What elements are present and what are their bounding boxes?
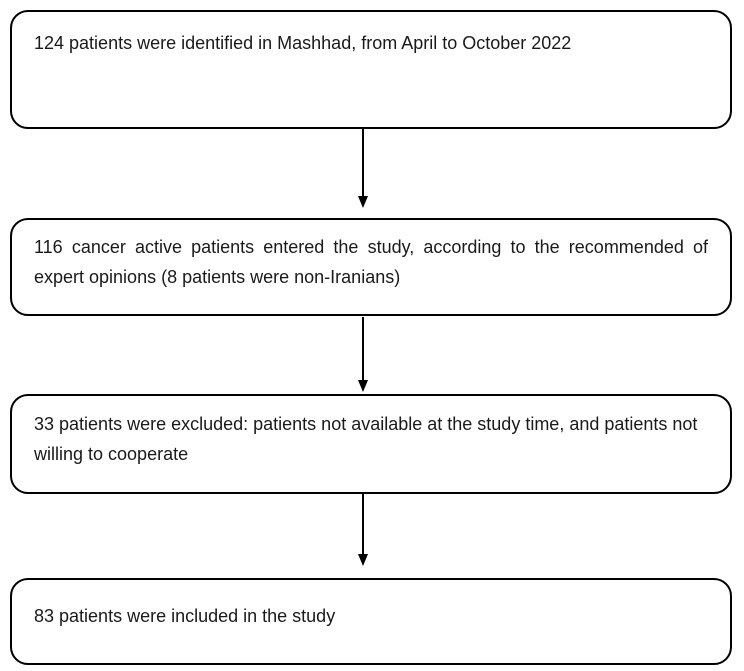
flow-box-patients-excluded: 33 patients were excluded: patients not … — [10, 394, 732, 494]
arrow-head — [358, 196, 368, 208]
arrow-shaft — [362, 317, 364, 380]
arrow-shaft — [362, 129, 364, 196]
arrow-head — [358, 380, 368, 392]
arrow-shaft — [362, 494, 364, 554]
down-arrow-icon — [357, 129, 369, 208]
flow-box-text: 124 patients were identified in Mashhad,… — [34, 33, 572, 53]
flow-box-text: 83 patients were included in the study — [34, 606, 336, 626]
arrow-head — [358, 554, 368, 566]
flow-box-text: 116 cancer active patients entered the s… — [34, 237, 708, 287]
flow-box-patients-entered: 116 cancer active patients entered the s… — [10, 218, 732, 316]
flow-box-patients-included: 83 patients were included in the study — [10, 578, 732, 665]
down-arrow-icon — [357, 494, 369, 566]
down-arrow-icon — [357, 317, 369, 392]
flow-box-text: 33 patients were excluded: patients not … — [34, 414, 698, 464]
flow-box-patients-identified: 124 patients were identified in Mashhad,… — [10, 10, 732, 129]
